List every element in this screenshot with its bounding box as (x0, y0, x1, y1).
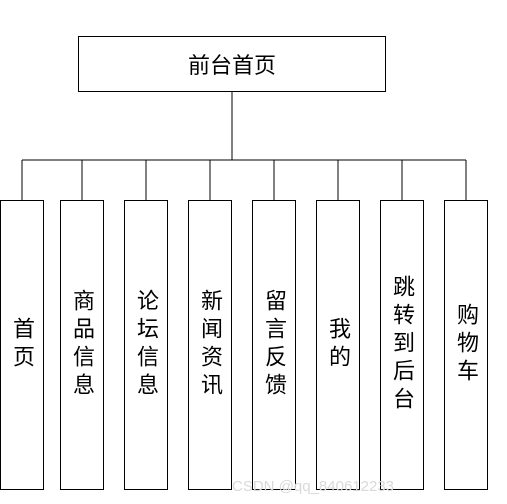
child-node: 论坛信息 (124, 200, 168, 490)
child-node: 跳转到后台 (380, 200, 424, 490)
child-label: 商品信息 (71, 289, 93, 401)
child-node: 商品信息 (60, 200, 104, 490)
root-node: 前台首页 (78, 36, 386, 92)
child-node: 首页 (0, 200, 44, 490)
child-label: 论坛信息 (135, 289, 157, 401)
child-label: 我的 (327, 317, 349, 373)
child-node: 我的 (316, 200, 360, 490)
child-node: 购物车 (444, 200, 488, 490)
child-label: 跳转到后台 (391, 275, 413, 415)
root-label: 前台首页 (188, 48, 276, 80)
child-label: 新闻资讯 (199, 289, 221, 401)
child-label: 留言反馈 (263, 289, 285, 401)
child-label: 首页 (11, 317, 33, 373)
watermark: CSDN @qq_840612233 (232, 478, 394, 495)
child-node: 留言反馈 (252, 200, 296, 490)
child-node: 新闻资讯 (188, 200, 232, 490)
child-label: 购物车 (455, 303, 477, 387)
